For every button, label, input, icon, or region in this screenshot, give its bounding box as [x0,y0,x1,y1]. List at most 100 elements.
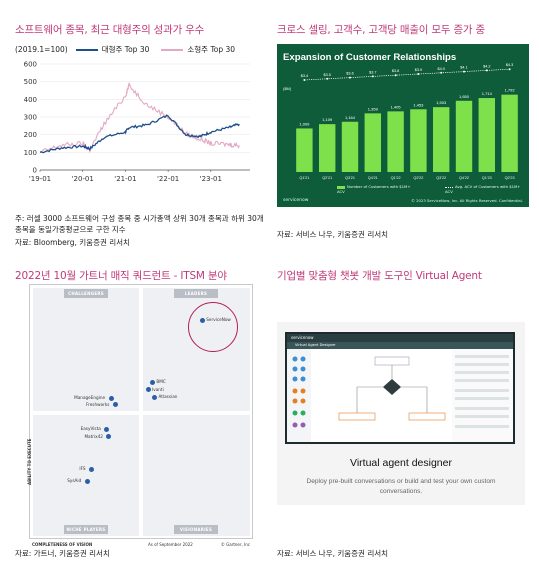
avg-acv-point [485,69,488,72]
slide-footer: © 2023 ServiceNow, Inc. All Rights Reser… [411,198,523,203]
bar-category-label: Q1'22 [391,176,401,180]
large-cap-series-line [39,114,240,154]
line-value-label: $3.9 [415,68,422,72]
avg-acv-point [326,77,329,80]
bar-value-label: 1,009 [299,121,310,126]
legend-small-cap-swatch [161,48,184,51]
panel2-source: 자료: 서비스 나우, 키움증권 리서치 [277,230,389,239]
panel4-title: 기업별 맞춤형 챗봇 개발 도구인 Virtual Agent [277,270,482,282]
customer-bar [296,128,313,172]
panel1-source: 자료: Bloomberg, 키움증권 리서치 [15,238,130,247]
chart1-y-tick: 300 [24,114,37,122]
vendor-dot [84,478,90,484]
bar-category-label: Q1'21 [299,176,309,180]
vendor-dot [149,379,155,385]
vendor-dot [152,394,158,400]
customer-bar [364,113,382,172]
avg-acv-point [349,76,351,79]
bar-category-label: Q4'22 [459,176,469,180]
vendor-label: SysAid [67,478,82,484]
chart1-y-tick: 600 [24,61,37,69]
chart1-x-tick: '20-01 [72,175,94,183]
app-sub-title: Virtual Agent Designer [295,343,336,347]
line-value-label: $4.2 [483,64,490,68]
chart1-y-tick: 500 [24,78,37,86]
vendor-dot [106,434,112,440]
as-of-label: As of September 2022 [148,542,193,547]
avg-acv-point [417,73,420,75]
bar-value-label: 1,109 [322,117,333,122]
chart1-x-tick: '19-01 [29,175,51,183]
virtual-agent-description: Deploy pre-built conversations or build … [306,478,496,495]
avg-acv-point [394,74,397,77]
chart1-index-label: (2019.1=100) [15,45,68,54]
vendor-label: Ivanti [152,386,164,392]
small-cap-series-line [39,82,240,154]
bar-category-label: Q2'23 [505,176,515,180]
bar-category-label: Q3'22 [436,176,446,180]
copyright-label: © Gartner, Inc [220,542,250,547]
bar-category-label: Q3'21 [345,176,355,180]
flow-canvas [287,349,513,442]
quadrant-challengers [33,288,139,411]
bar-category-label: Q4'21 [368,176,378,180]
label-leaders: LEADERS [174,289,218,298]
bar-value-label: 1,503 [436,100,447,105]
servicenow-highlight-circle [188,302,238,352]
chart1-x-tick: '23-01 [200,175,222,183]
line-value-label: $4.3 [506,63,513,67]
legend-large-cap: 대형주 Top 30 [101,45,150,54]
chart1-y-tick: 0 [33,167,37,175]
customer-bar [341,121,359,172]
slide-title: Expansion of Customer Relationships [283,52,457,63]
slide-legend-line: Avg. ACV of Customers with $1M+ ACV [445,184,521,194]
line-value-label: $3.7 [369,70,376,74]
vendor-label: Matrix42 [84,433,103,439]
vendor-label: EasyVista [80,426,101,432]
vendor-label: IFS [79,466,86,472]
chart1-legend: (2019.1=100) 대형주 Top 30 소형주 Top 30 [15,44,235,55]
slide-unit: ($M) [283,86,292,91]
panel2-title: 크로스 셀링, 고객수, 고객당 매출이 모두 증가 중 [277,24,485,36]
avg-acv-point [303,79,306,81]
app-subbar: Virtual Agent Designer [287,342,513,349]
slide-brand-logo: servicenow [283,198,309,203]
bar-category-label: Q2'21 [322,176,332,180]
legend-small-cap: 소형주 Top 30 [187,45,236,54]
line-value-label: $3.5 [324,73,331,77]
vendor-label: ManageEngine [74,395,106,401]
customer-bar [387,111,404,172]
avg-acv-point [508,68,511,71]
line-value-label: $3.8 [392,69,399,73]
panel1-note: 주: 러셀 3000 소프트웨어 구성 종목 중 시가총액 상위 30개 종목과… [15,214,264,234]
legend-large-cap-swatch [75,48,98,51]
line-value-label: $3.4 [301,74,308,78]
quadrant-niche [33,415,139,536]
chart1-x-tick: '21-01 [114,175,136,183]
customer-bar [501,94,518,172]
avg-acv-line [304,68,510,81]
vendor-label: Atlassian [158,394,178,400]
vendor-dot [145,387,151,393]
bar-value-label: 1,359 [368,106,379,111]
chart2-svg: ($M) 1,009 Q1'21 $3.4 1,109 Q2'21 $3.5 1,164 Q3'… [283,63,518,180]
label-niche: NICHE PLAYERS [64,525,108,534]
chart1-x-tick: '22-01 [157,175,179,183]
vendor-dot [89,466,95,472]
magic-quadrant: CHALLENGERS LEADERS NICHE PLAYERS VISION… [27,284,253,547]
app-brand: servicenow [291,335,314,340]
customer-bar [318,124,336,172]
bar-value-label: 1,650 [459,94,470,99]
panel3-source: 자료: 가트너, 키움증권 리서치 [15,549,110,558]
vendor-dot [104,426,110,432]
avg-acv-point [371,75,374,78]
axis-y-label: ABILITY TO EXECUTE [27,438,32,485]
customer-bar [478,98,496,172]
slide-legend: Number of Customers with $1M+ ACV Avg. A… [337,184,529,194]
panel1-title: 소프트웨어 종목, 최근 대형주의 성과가 우수 [15,24,205,36]
bar-value-label: 1,405 [391,104,402,109]
line-value-label: $3.6 [346,72,353,76]
customer-bar [455,100,473,172]
bar-value-label: 1,714 [482,91,493,96]
app-topbar: servicenow [287,334,513,342]
